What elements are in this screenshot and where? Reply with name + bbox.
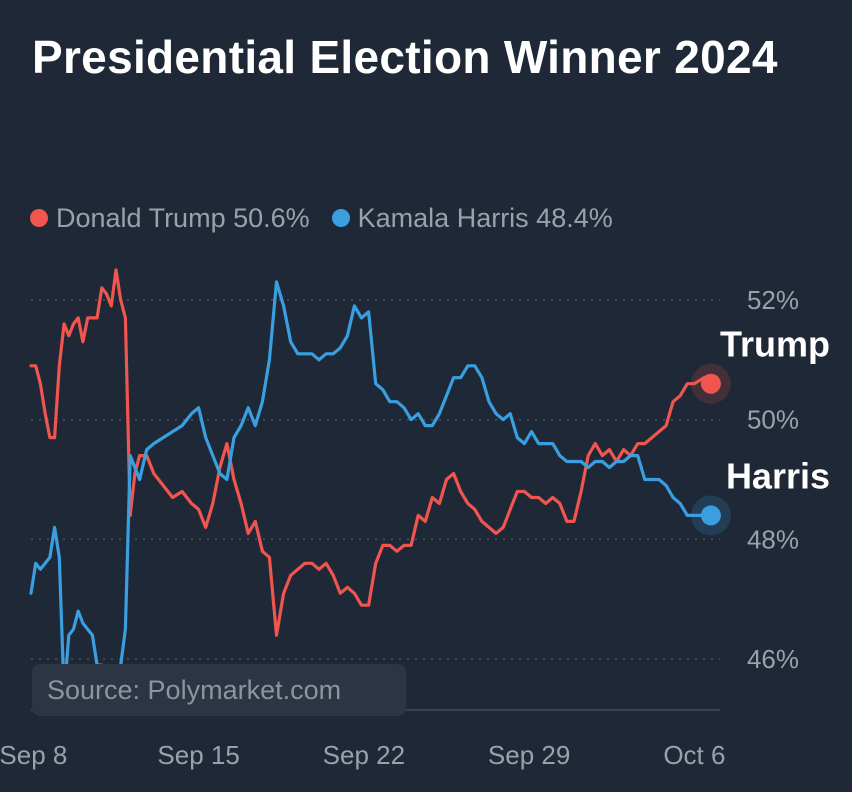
y-tick-label: 50% [747,405,799,435]
y-tick-label: 52% [747,285,799,315]
legend-label-trump: Donald Trump 50.6% [56,202,310,233]
legend-item-harris[interactable]: Kamala Harris 48.4% [331,202,613,234]
x-tick-label: Sep 22 [323,740,405,770]
end-label-trump: Trump [720,324,830,365]
end-label-harris: Harris [726,455,830,496]
x-tick-label: Oct 6 [663,740,725,770]
legend-item-trump[interactable]: Donald Trump 50.6% [30,203,310,234]
y-tick-label: 46% [747,644,799,674]
legend: Donald Trump 50.6% Kamala Harris 48.4% [30,200,613,236]
x-tick-label: Sep 15 [157,740,239,770]
harris-dot-icon [331,209,350,227]
end-marker-harris [700,505,721,526]
page-title: Presidential Election Winner 2024 [32,31,778,83]
y-tick-label: 48% [747,524,799,554]
trump-dot-icon [30,209,48,227]
end-marker-trump [700,373,721,394]
x-tick-label: Sep 29 [488,740,570,770]
legend-label-harris: Kamala Harris 48.4% [357,202,613,233]
series-line-trump [29,268,713,637]
x-tick-label: Sep 8 [0,740,67,770]
source-badge: Source: Polymarket.com [32,664,406,716]
